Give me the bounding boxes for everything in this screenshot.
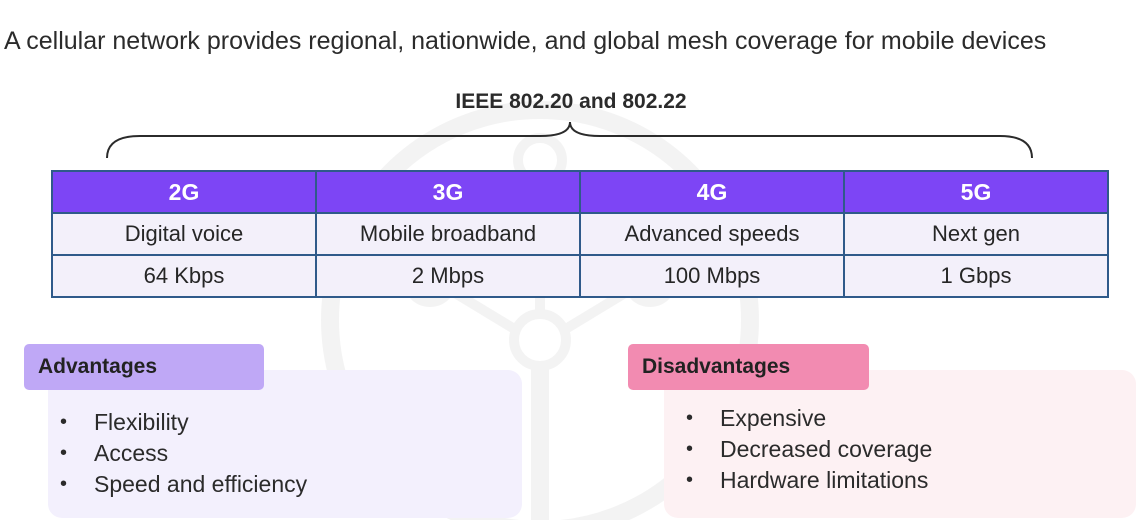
- generations-table: 2G 3G 4G 5G Digital voice Mobile broadba…: [51, 170, 1109, 298]
- feature-row: Digital voice Mobile broadband Advanced …: [51, 212, 1109, 256]
- disadvantages-heading: Disadvantages: [628, 344, 869, 390]
- list-item: Expensive: [686, 403, 932, 434]
- list-item: Decreased coverage: [686, 434, 932, 465]
- list-item: Access: [60, 438, 307, 469]
- list-item: Hardware limitations: [686, 465, 932, 496]
- header-cell-4g: 4G: [579, 170, 845, 214]
- feature-cell-5g: Next gen: [843, 212, 1109, 256]
- feature-cell-4g: Advanced speeds: [579, 212, 845, 256]
- speed-cell-3g: 2 Mbps: [315, 254, 581, 298]
- advantages-list: Flexibility Access Speed and efficiency: [60, 407, 307, 500]
- advantages-heading: Advantages: [24, 344, 264, 390]
- disadvantages-list: Expensive Decreased coverage Hardware li…: [686, 403, 932, 496]
- feature-cell-3g: Mobile broadband: [315, 212, 581, 256]
- standards-label: IEEE 802.20 and 802.22: [455, 90, 687, 113]
- feature-cell-2g: Digital voice: [51, 212, 317, 256]
- speed-cell-4g: 100 Mbps: [579, 254, 845, 298]
- speed-cell-5g: 1 Gbps: [843, 254, 1109, 298]
- speed-cell-2g: 64 Kbps: [51, 254, 317, 298]
- curly-brace-icon: [106, 121, 1033, 159]
- table-header-row: 2G 3G 4G 5G: [51, 170, 1109, 214]
- list-item: Flexibility: [60, 407, 307, 438]
- header-cell-5g: 5G: [843, 170, 1109, 214]
- list-item: Speed and efficiency: [60, 469, 307, 500]
- page-title: A cellular network provides regional, na…: [4, 27, 1047, 55]
- header-cell-2g: 2G: [51, 170, 317, 214]
- speed-row: 64 Kbps 2 Mbps 100 Mbps 1 Gbps: [51, 254, 1109, 298]
- header-cell-3g: 3G: [315, 170, 581, 214]
